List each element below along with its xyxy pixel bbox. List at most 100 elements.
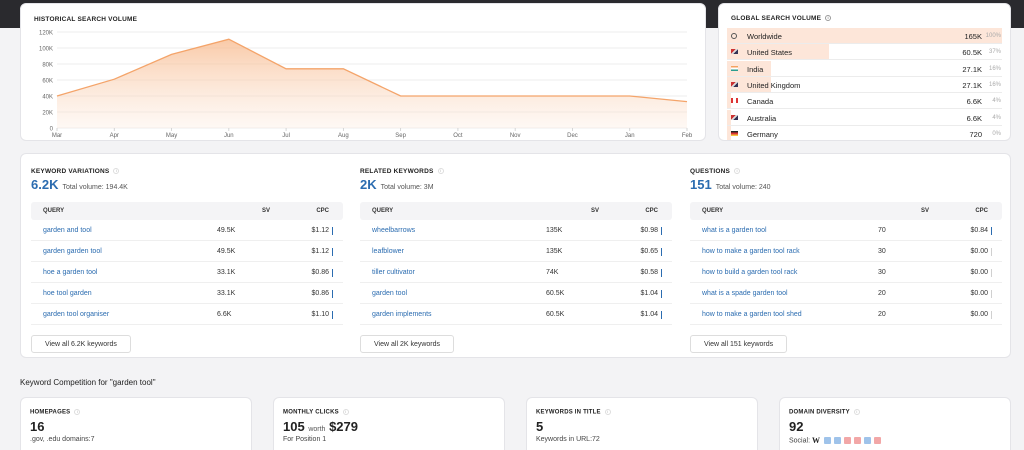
info-icon[interactable]: i (437, 168, 444, 175)
historical-title: HISTORICAL SEARCH VOLUME (34, 16, 138, 23)
country-volume: 60.5K (962, 48, 982, 58)
social-label: Social: (789, 437, 811, 445)
column-header-cpc[interactable]: CPC (645, 208, 658, 214)
search-volume: 74K (546, 269, 559, 276)
global-row-canada[interactable]: Canada 6.6K 4% (727, 93, 1002, 110)
column-header-sv[interactable]: SV (920, 208, 929, 214)
cpc-value: $0.84 (970, 227, 988, 234)
panel-title-text: RELATED KEYWORDS (360, 168, 434, 175)
global-title-text: GLOBAL SEARCH VOLUME (731, 15, 822, 22)
table-row: wheelbarrows 135K $0.98 (360, 220, 672, 241)
info-icon[interactable]: i (74, 409, 81, 415)
x-tick-label: Jun (224, 133, 234, 139)
view-all-keywords-button[interactable]: View all 151 keywords (690, 335, 788, 353)
info-icon[interactable]: i (604, 409, 611, 415)
y-tick-label: 100K (39, 47, 53, 53)
global-row-germany[interactable]: Germany 720 0% (727, 125, 1002, 140)
info-icon[interactable]: i (113, 168, 120, 175)
info-icon[interactable]: i (734, 168, 741, 175)
country-percent: 100% (985, 33, 1001, 39)
keyword-link[interactable]: garden tool organiser (43, 311, 110, 318)
column-header-query[interactable]: QUERY (702, 208, 724, 214)
y-tick-label: 120K (39, 31, 53, 37)
y-tick-label: 40K (42, 95, 53, 101)
keyword-link[interactable]: tiller cultivator (372, 269, 415, 276)
clicks-value: 105 (283, 419, 305, 434)
cpc-value: $1.04 (640, 311, 658, 318)
info-icon[interactable]: i (853, 409, 860, 415)
view-all-keywords-button[interactable]: View all 6.2K keywords (31, 335, 131, 353)
share-bar (727, 28, 1002, 43)
search-volume: 135K (546, 227, 563, 234)
keyword-link[interactable]: wheelbarrows (372, 227, 416, 234)
table-row: garden tool organiser 6.6K $1.10 (31, 304, 343, 325)
linkedin-icon (863, 437, 871, 444)
global-row-australia[interactable]: Australia 6.6K 4% (727, 109, 1002, 126)
search-volume: 33.1K (217, 269, 236, 276)
flag-ca-icon (731, 98, 738, 104)
total-volume: Total volume: 194.4K (62, 184, 128, 191)
cpc-value: $0.86 (311, 269, 329, 276)
keyword-link[interactable]: how to make a garden tool shed (702, 311, 802, 318)
country-volume: 6.6K (966, 113, 982, 123)
keyword-panels-card: KEYWORD VARIATIONS i 6.2K Total volume: 194… (20, 153, 1011, 358)
search-volume: 30 (878, 269, 886, 276)
column-header-query[interactable]: QUERY (372, 208, 394, 214)
global-row-united-states[interactable]: United States 60.5K 37% (727, 44, 1002, 61)
flag-de-icon (731, 130, 738, 136)
table-row: how to build a garden tool rack 30 $0.00 (690, 262, 1002, 283)
competition-indicator (660, 248, 662, 256)
keyword-link[interactable]: garden implements (372, 311, 432, 318)
y-tick-label: 60K (42, 79, 53, 85)
wikipedia-icon: W (811, 436, 820, 445)
diversity-label-wrap: DOMAIN DIVERSITY i (789, 409, 860, 416)
y-tick-label: 20K (42, 111, 53, 117)
flag-in-icon (731, 65, 738, 71)
column-header-sv[interactable]: SV (590, 208, 599, 214)
country-percent: 4% (992, 98, 1001, 105)
diversity-sub: Social: W (789, 436, 882, 445)
keyword-link[interactable]: hoe tool garden (43, 290, 92, 297)
view-all-keywords-button[interactable]: View all 2K keywords (360, 335, 455, 353)
competition-title: Keyword Competition for "garden tool" (20, 378, 156, 387)
search-volume: 20 (878, 311, 886, 318)
competition-indicator (990, 269, 992, 277)
column-header-cpc[interactable]: CPC (975, 208, 988, 214)
diversity-value: 92 (789, 419, 804, 434)
keyword-link[interactable]: garden tool (372, 290, 408, 297)
country-name: United States (747, 48, 793, 58)
clicks-label: MONTHLY CLICKS (283, 409, 339, 416)
country-name: Germany (747, 129, 778, 139)
info-icon[interactable]: i (825, 15, 832, 22)
keyword-link[interactable]: garden garden tool (43, 248, 102, 255)
keyword-link[interactable]: hoe a garden tool (43, 269, 98, 276)
column-header-query[interactable]: QUERY (43, 208, 65, 214)
panel-title: QUESTIONS i (690, 168, 1002, 175)
info-icon[interactable]: i (342, 409, 349, 415)
column-header-cpc[interactable]: CPC (316, 208, 329, 214)
cpc-value: $0.86 (311, 290, 329, 297)
cpc-value: $0.00 (970, 269, 988, 276)
global-row-india[interactable]: India 27.1K 16% (727, 60, 1002, 77)
competition-indicator (660, 269, 662, 277)
cpc-value: $0.00 (970, 248, 988, 255)
homepages-card: HOMEPAGES i 16 .gov, .edu domains:7 (20, 397, 252, 450)
kwtitle-label: KEYWORDS IN TITLE (536, 409, 601, 416)
competition-indicator (990, 248, 992, 256)
keyword-link[interactable]: garden and tool (43, 227, 92, 234)
panel-title: KEYWORD VARIATIONS i (31, 168, 343, 175)
cpc-value: $1.12 (311, 248, 329, 255)
keyword-link[interactable]: leafblower (372, 248, 404, 255)
keyword-link[interactable]: how to build a garden tool rack (702, 269, 798, 276)
twitter-icon (823, 437, 831, 444)
table-row: garden and tool 49.5K $1.12 (31, 220, 343, 241)
global-row-united-kingdom[interactable]: United Kingdom 27.1K 16% (727, 76, 1002, 93)
keyword-link[interactable]: what is a garden tool (702, 227, 767, 234)
country-name: United Kingdom (747, 80, 801, 90)
share-bar (727, 109, 731, 125)
column-header-sv[interactable]: SV (261, 208, 270, 214)
global-row-worldwide[interactable]: Worldwide 165K 100% (727, 28, 1002, 44)
keyword-link[interactable]: how to make a garden tool rack (702, 248, 800, 255)
country-name: India (747, 64, 764, 74)
keyword-link[interactable]: what is a spade garden tool (702, 290, 788, 297)
